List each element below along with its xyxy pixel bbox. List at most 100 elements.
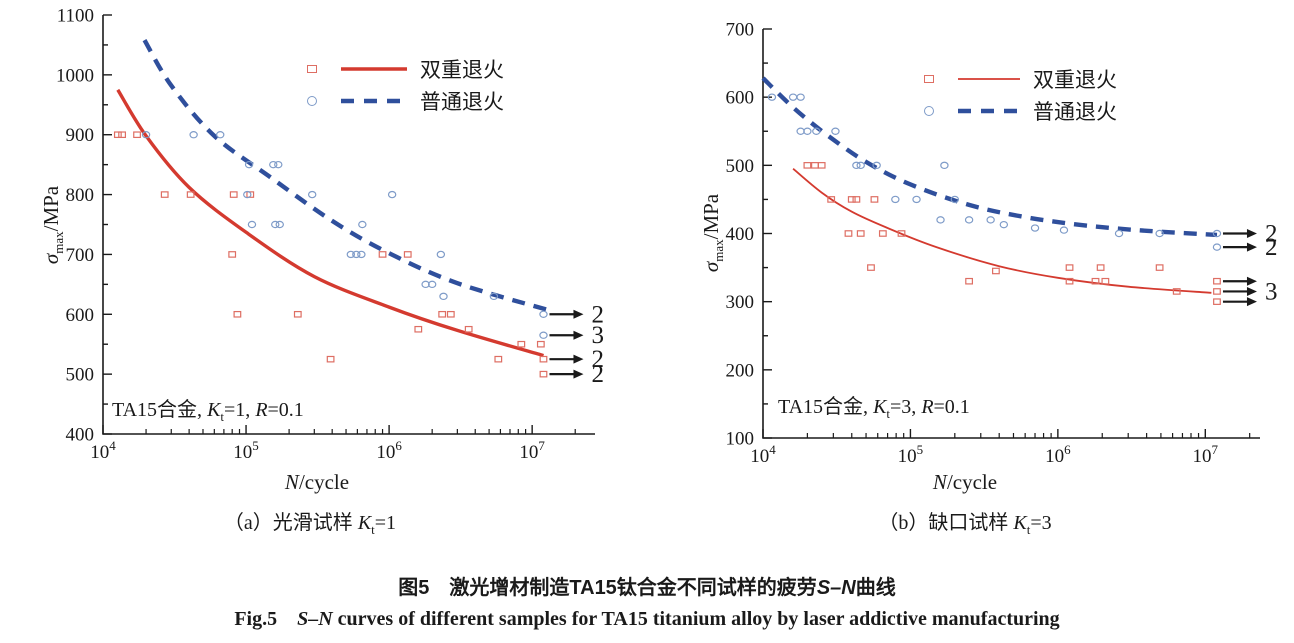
solid-line-sample <box>958 77 1020 80</box>
x-tick-label: 106 <box>376 438 402 463</box>
data-point-circle <box>856 161 865 170</box>
data-point-circle <box>1114 229 1124 238</box>
data-point-square <box>847 196 856 203</box>
data-point-square <box>856 230 865 237</box>
annotation-b: TA15合金, Kt=3, R=0.1 <box>778 396 970 421</box>
runout-count-label: 3 <box>591 322 604 349</box>
circle-marker-icon <box>924 105 934 116</box>
legend-a: 双重退火 普通退火 <box>307 56 504 114</box>
data-point-circle <box>141 131 151 139</box>
data-point-circle <box>767 93 777 101</box>
runout-count-label: 3 <box>1265 278 1278 305</box>
data-point-circle <box>274 160 283 169</box>
data-point-circle <box>831 127 840 135</box>
data-point-circle <box>788 93 798 101</box>
data-point-square <box>494 355 503 363</box>
legend-label: 双重退火 <box>420 57 504 82</box>
runout-arrowhead <box>573 354 584 364</box>
data-point-square <box>965 277 973 285</box>
subcaption-b: （b）缺口试样 Kt=3 <box>878 512 1052 537</box>
data-point-square <box>878 230 887 237</box>
dashed-line-sample <box>341 98 407 103</box>
figure-caption-zh: 图5 激光增材制造TA15钛合金不同试样的疲劳S–N曲线 <box>398 577 896 599</box>
y-tick-label: 700 <box>66 245 95 266</box>
data-point-square <box>852 196 861 203</box>
y-tick-label: 400 <box>726 224 755 245</box>
data-point-square <box>897 230 906 237</box>
runout-arrowhead <box>1246 229 1257 238</box>
data-point-square <box>844 230 853 237</box>
data-point-square <box>1091 277 1100 285</box>
data-point-square <box>870 196 879 203</box>
figure-caption-en: Fig.5 S–N curves of different samples fo… <box>234 608 1060 630</box>
circle-marker-icon <box>307 95 317 106</box>
data-point-square <box>113 131 122 139</box>
square-marker-icon <box>307 64 317 73</box>
y-tick-label: 700 <box>726 20 755 41</box>
y-tick-label: 600 <box>66 305 95 326</box>
x-tick-label: 107 <box>519 438 545 463</box>
data-point-square <box>827 196 836 203</box>
y-tick-label: 600 <box>726 88 755 109</box>
solid-line-sample <box>341 66 407 71</box>
fit-curve-red <box>116 88 544 358</box>
fit-curve-red <box>792 168 1212 294</box>
data-point-square <box>536 340 545 348</box>
runout-point-square <box>1213 277 1221 285</box>
x-tick-label: 105 <box>898 442 924 467</box>
runout-arrowhead <box>573 369 584 379</box>
annotation-a: TA15合金, Kt=1, R=0.1 <box>112 399 304 424</box>
y-tick-label: 400 <box>66 425 95 446</box>
y-axis-label-b: σmax/MPa <box>699 193 727 273</box>
data-point-circle <box>796 127 805 135</box>
data-point-square <box>517 340 526 348</box>
runout-point-circle <box>539 310 548 318</box>
data-point-square <box>233 310 242 318</box>
data-point-circle <box>803 127 812 135</box>
data-point-circle <box>812 127 821 135</box>
data-point-circle <box>387 190 397 199</box>
data-point-square <box>414 325 423 333</box>
y-tick-label: 200 <box>726 360 755 381</box>
data-point-circle <box>243 190 252 199</box>
y-axis-label-a: σmax/MPa <box>39 185 67 265</box>
data-point-square <box>438 310 447 318</box>
data-point-circle <box>891 195 900 204</box>
data-point-square <box>464 325 473 333</box>
data-point-circle <box>275 220 284 229</box>
data-point-square <box>1096 264 1105 271</box>
data-point-square <box>378 251 387 258</box>
sn-chart-notched-specimen: 100 200 300 400 500 600 700 104 105 106 107 22 3 <box>726 20 1278 468</box>
subcaption-a: （a）光滑试样 Kt=1 <box>223 512 397 537</box>
runout-point-square <box>539 370 548 378</box>
data-point-square <box>293 310 302 318</box>
runout-arrowhead <box>1246 242 1257 252</box>
data-point-circle <box>950 195 960 204</box>
data-point-circle <box>986 216 995 224</box>
data-point-square <box>811 162 819 169</box>
data-point-square <box>228 251 237 258</box>
data-point-square <box>403 251 412 258</box>
data-point-square <box>1101 277 1110 285</box>
data-point-circle <box>352 250 361 259</box>
legend-label: 双重退火 <box>1033 67 1117 92</box>
data-point-circle <box>999 220 1009 229</box>
legend-item-double-anneal: 双重退火 <box>307 56 504 82</box>
data-point-square <box>186 191 195 198</box>
data-point-circle <box>796 93 805 101</box>
data-point-circle <box>358 220 367 229</box>
runout-arrowhead <box>1246 286 1257 296</box>
data-point-circle <box>346 250 356 259</box>
runout-count-label: 2 <box>1265 221 1278 248</box>
data-point-circle <box>271 220 280 229</box>
runout-point-square <box>1213 288 1221 295</box>
data-point-circle <box>912 195 921 204</box>
legend-item-normal-anneal: 普通退火 <box>924 98 1117 124</box>
legend-item-normal-anneal: 普通退火 <box>307 88 504 114</box>
x-tick-label: 104 <box>750 442 776 467</box>
data-point-circle <box>244 160 254 169</box>
y-tick-label: 100 <box>726 429 755 450</box>
runout-point-square <box>1213 298 1221 305</box>
data-point-circle <box>964 216 974 224</box>
